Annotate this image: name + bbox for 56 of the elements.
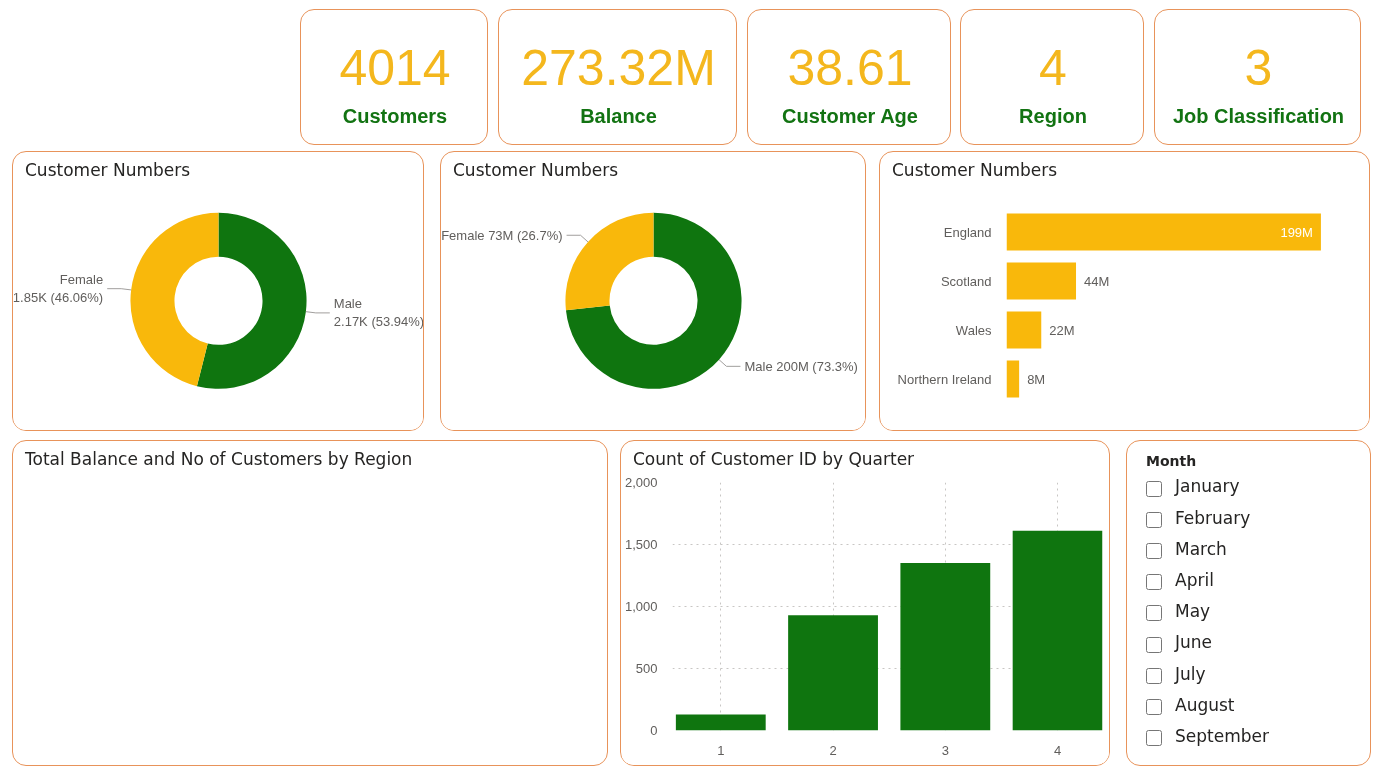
text: March	[1175, 537, 1227, 561]
x-tick-label: 1	[717, 742, 725, 758]
bar	[1006, 311, 1042, 349]
text: Customer Age	[781, 104, 919, 128]
y-tick-label: Northern Ireland	[897, 371, 992, 387]
text: Total Balance and No of Customers by Region	[24, 448, 413, 469]
text: 273.32M	[520, 39, 717, 98]
bar	[1006, 360, 1020, 398]
text: Job Classification	[1171, 104, 1346, 128]
slice-label: Female 73M (26.7%)	[441, 227, 563, 243]
y-tick-label: 0	[650, 723, 658, 738]
data-label: 8M	[1027, 371, 1046, 387]
slice-label: Female	[59, 272, 104, 288]
chart-title: Customer Numbers	[891, 159, 1058, 180]
text: Balance	[579, 104, 658, 128]
text: May	[1175, 600, 1211, 624]
data-label: 1.85K (46.06%)	[12, 290, 104, 306]
text: Customers	[341, 104, 449, 128]
y-tick-label: 500	[635, 661, 658, 676]
text: 3	[1243, 39, 1274, 98]
x-tick-label: 2	[829, 742, 837, 758]
y-tick-label: England	[943, 224, 992, 240]
text: February	[1175, 506, 1251, 530]
text: June	[1175, 631, 1213, 655]
x-tick-label: 4	[1053, 742, 1062, 758]
y-tick-label: 1,500	[624, 537, 658, 552]
bar	[675, 714, 766, 731]
bar	[1006, 262, 1077, 300]
bar	[788, 615, 878, 731]
chart-title: Customer Numbers	[452, 159, 619, 180]
slice-label: Male 200M (73.3%)	[744, 358, 858, 374]
data-label: 199M	[1280, 224, 1313, 240]
text: August	[1175, 693, 1235, 717]
text: 4014	[338, 39, 452, 98]
text: Region	[1018, 104, 1088, 128]
text: Month	[1145, 452, 1197, 470]
text: 38.61	[786, 39, 914, 98]
text: 4	[1038, 39, 1068, 98]
bar	[1006, 213, 1321, 251]
y-tick-label: 1,000	[624, 599, 658, 614]
text: July	[1175, 662, 1206, 686]
y-tick-label: Scotland	[940, 273, 992, 289]
x-tick-label: 3	[941, 742, 949, 758]
chart-title: Count of Customer ID by Quarter	[632, 448, 915, 469]
data-label: 44M	[1084, 273, 1110, 289]
text: April	[1175, 569, 1214, 592]
y-tick-label: Wales	[955, 322, 992, 338]
chart-title: Customer Numbers	[24, 159, 191, 180]
data-label: 22M	[1049, 322, 1075, 338]
data-label: 2.17K (53.94%)	[333, 314, 425, 330]
text: January	[1175, 475, 1240, 499]
bar	[1012, 530, 1103, 731]
bar	[900, 563, 991, 731]
text: September	[1175, 724, 1269, 748]
slice-label: Male	[333, 296, 362, 312]
y-tick-label: 2,000	[624, 475, 658, 490]
